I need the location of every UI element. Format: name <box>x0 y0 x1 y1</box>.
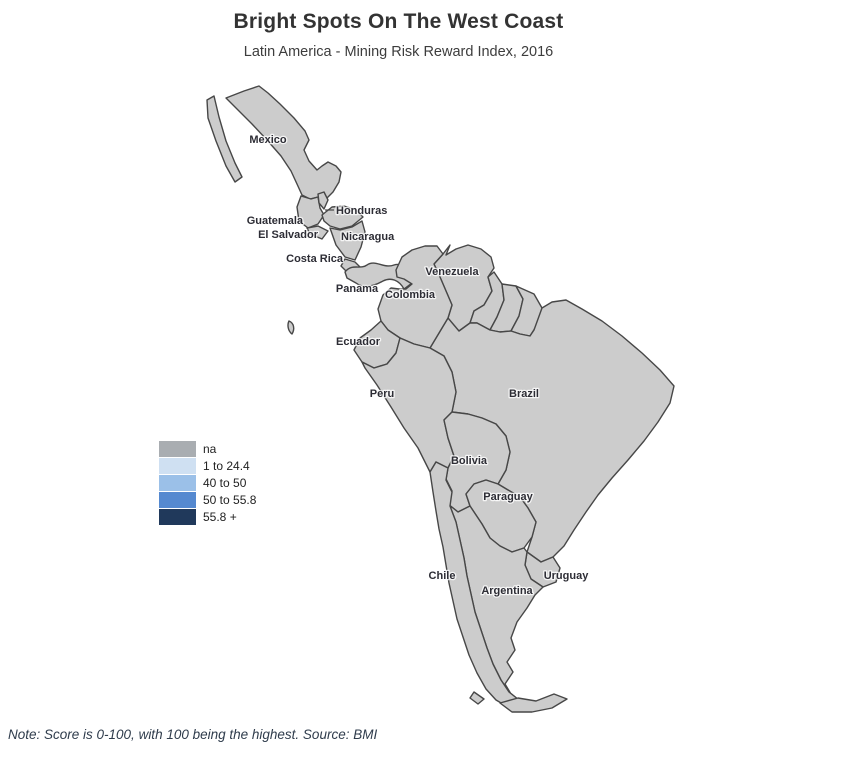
country-label-guatemala: Guatemala <box>247 215 304 227</box>
country-chile <box>429 461 520 708</box>
country-label-nicaragua: Nicaragua <box>341 231 395 243</box>
country-label-costa-rica: Costa Rica <box>286 253 344 265</box>
legend-row-40-50: 40 to 50 <box>159 475 256 491</box>
country-label-chile: Chile <box>429 570 456 582</box>
legend-label: na <box>203 442 217 456</box>
country-label-el-salvador: El Salvador <box>258 229 319 241</box>
legend-swatch-55-plus <box>159 509 196 525</box>
country-el-salvador <box>306 225 329 240</box>
country-honduras <box>321 205 364 230</box>
country-label-paraguay: Paraguay <box>483 491 533 503</box>
country-labels: Mexico Guatemala Honduras El Salvador Nicara… <box>245 133 590 599</box>
source-note: Note: Score is 0-100, with 100 being the… <box>8 727 378 742</box>
country-label-honduras: Honduras <box>336 205 387 217</box>
legend-row-na: na <box>159 441 256 457</box>
country-mexico <box>225 85 342 200</box>
country-label-brazil: Brazil <box>509 388 539 400</box>
legend-swatch-40-50 <box>159 475 196 491</box>
legend-row-55-plus: 55.8 + <box>159 509 256 525</box>
country-nicaragua <box>329 220 366 261</box>
country-label-uruguay: Uruguay <box>544 570 590 582</box>
legend-label: 50 to 55.8 <box>203 493 257 507</box>
country-label-mexico: Mexico <box>249 134 287 146</box>
country-belize <box>317 191 329 210</box>
country-label-colombia: Colombia <box>385 289 436 301</box>
chart-subtitle: Latin America - Mining Risk Reward Index… <box>243 44 554 60</box>
legend-label: 40 to 50 <box>203 476 247 490</box>
chart-header: Bright Spots On The West Coast Latin Ame… <box>0 10 797 60</box>
chart-title: Bright Spots On The West Coast <box>233 10 564 33</box>
map-legend: na 1 to 24.4 40 to 50 50 to 55.8 55.8 + <box>159 441 256 526</box>
country-tierra-del-fuego <box>469 691 568 713</box>
country-label-panama: Panama <box>336 283 379 295</box>
country-label-argentina: Argentina <box>481 585 533 597</box>
country-guatemala <box>296 195 325 229</box>
country-galapagos-islands <box>287 320 295 335</box>
legend-swatch-1-24 <box>159 458 196 474</box>
legend-label: 1 to 24.4 <box>203 459 250 473</box>
country-label-venezuela: Venezuela <box>425 266 479 278</box>
country-label-ecuador: Ecuador <box>336 336 381 348</box>
legend-swatch-50-55 <box>159 492 196 508</box>
country-label-peru: Peru <box>370 388 394 400</box>
country-mexico-baja <box>206 95 243 183</box>
legend-row-1-24: 1 to 24.4 <box>159 458 256 474</box>
legend-label: 55.8 + <box>203 510 237 524</box>
legend-row-50-55: 50 to 55.8 <box>159 492 256 508</box>
country-label-bolivia: Bolivia <box>451 455 488 467</box>
legend-swatch-na <box>159 441 196 457</box>
